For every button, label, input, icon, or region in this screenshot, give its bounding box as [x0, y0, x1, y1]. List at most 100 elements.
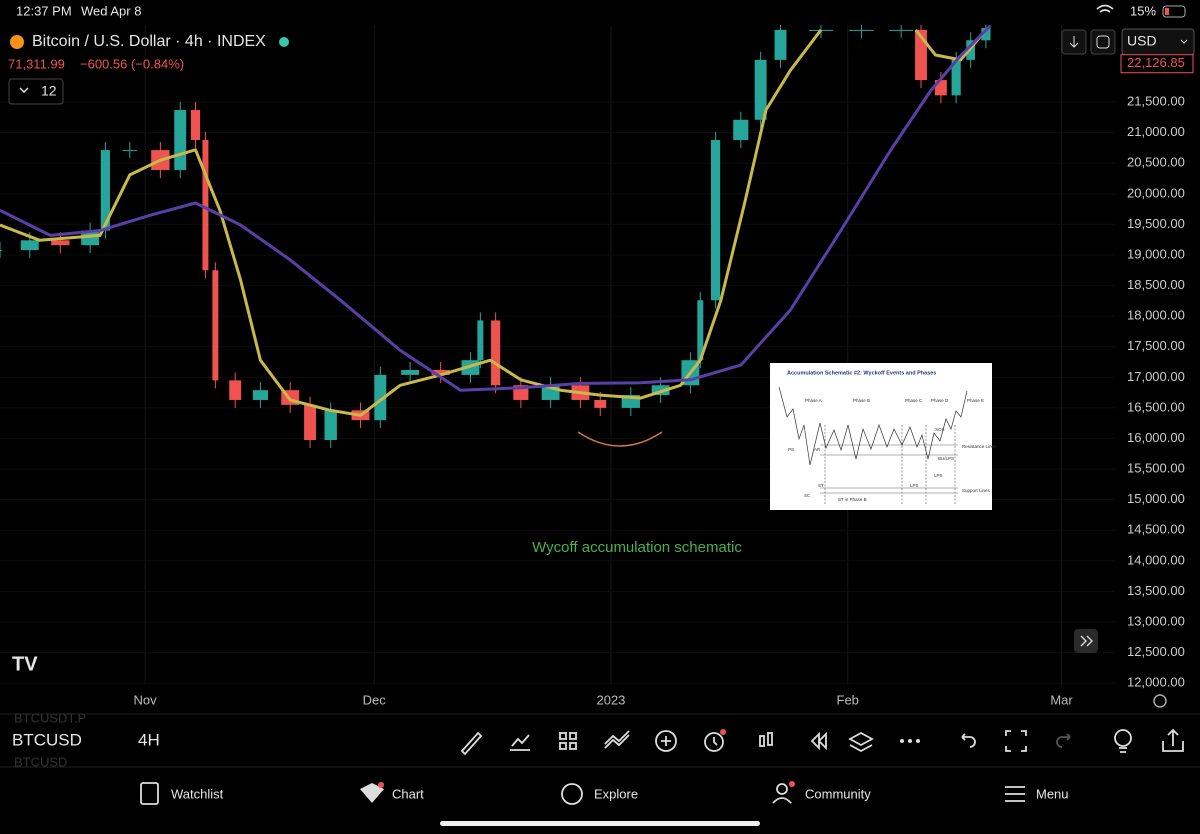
candle	[20, 240, 39, 251]
explore-icon	[561, 783, 583, 805]
x-tick-label: Mar	[1050, 692, 1073, 707]
home-indicator	[440, 821, 760, 826]
candle	[849, 29, 874, 31]
chart-type-tool[interactable]	[759, 732, 773, 747]
candle	[754, 59, 767, 120]
wyckoff-inset: Accumulation Schematic #2: Wyckoff Event…	[770, 363, 997, 510]
accumulation-arc	[577, 431, 663, 447]
event-label: SC	[804, 493, 811, 498]
symbol-title[interactable]: Bitcoin / U.S. Dollar · 4h · INDEX	[32, 33, 266, 50]
price-change: −600.56 (−0.84%)	[80, 56, 184, 71]
event-label: ST	[818, 483, 824, 488]
fullscreen-icon	[1096, 35, 1110, 49]
y-tick-label: 13,500.00	[1127, 583, 1185, 598]
phase-label: Phase A	[805, 398, 822, 403]
y-tick-label: 20,500.00	[1127, 155, 1185, 170]
ghost-symbol: BTCUSDT.P	[14, 710, 86, 725]
y-tick-label: 12,000.00	[1127, 675, 1185, 690]
schematic-path	[778, 386, 968, 466]
draw-tool[interactable]	[460, 731, 483, 756]
screenshot-tool[interactable]	[1005, 730, 1027, 752]
candle	[190, 110, 201, 140]
battery-level	[1165, 8, 1169, 15]
ghost-symbol: BTCUSD	[14, 754, 67, 769]
candle	[594, 399, 607, 408]
candle	[477, 320, 484, 361]
community-icon	[772, 783, 792, 804]
redo-tool[interactable]	[1056, 733, 1071, 748]
indicator-toggle[interactable]	[8, 78, 64, 105]
candle	[202, 139, 209, 271]
event-label: SOS	[935, 427, 945, 432]
undo-tool[interactable]	[961, 733, 976, 748]
fullscreen-button[interactable]	[1090, 29, 1116, 55]
candle	[304, 404, 317, 441]
phase-label: Phase D	[931, 398, 949, 403]
candle	[431, 369, 450, 375]
tab[interactable]: Chart	[392, 786, 424, 801]
candle	[401, 369, 420, 375]
btc-icon	[10, 35, 24, 49]
tool-icons	[460, 728, 1184, 756]
y-tick-label: 14,500.00	[1127, 522, 1185, 537]
compare-tool[interactable]	[604, 730, 630, 749]
y-tick-label: 17,500.00	[1127, 338, 1185, 353]
phase-label: Phase E	[967, 398, 984, 403]
settings-icon[interactable]	[1153, 694, 1167, 708]
replay-tool[interactable]	[810, 731, 827, 751]
candle	[711, 139, 721, 301]
alert-dot	[720, 729, 726, 735]
phase-label: Phase C	[905, 398, 923, 403]
candle	[100, 150, 110, 231]
event-label: BU/LPS	[938, 456, 954, 461]
market-status	[279, 37, 289, 47]
tab[interactable]: Menu	[1036, 786, 1069, 801]
series-group	[0, 25, 992, 449]
battery-icon	[1162, 5, 1186, 18]
candle	[252, 390, 268, 400]
y-tick-label: 14,000.00	[1127, 552, 1185, 567]
candle	[374, 374, 387, 421]
toolbar-symbol[interactable]: BTCUSD	[12, 730, 82, 749]
y-tick-label: 20,000.00	[1127, 185, 1185, 200]
ideas-tool[interactable]	[1114, 729, 1132, 753]
event-label: LPS	[934, 473, 943, 478]
x-tick-label: Nov	[134, 692, 158, 707]
tab[interactable]: Explore	[594, 786, 638, 801]
candle	[212, 270, 219, 381]
wifi-icon	[1096, 4, 1114, 13]
add-tool[interactable]	[655, 730, 677, 752]
annotation: Wycoff accumulation schematic	[532, 539, 742, 556]
more-tool[interactable]	[900, 739, 920, 743]
layers-tool[interactable]	[848, 731, 874, 753]
phase-dividers	[824, 425, 956, 505]
event-label: LPS	[910, 483, 919, 488]
layout-tool[interactable]	[559, 732, 577, 750]
chevron	[1180, 39, 1188, 44]
y-tick-label: 19,000.00	[1127, 246, 1185, 261]
alert-tool[interactable]	[704, 732, 724, 752]
status-time: 12:37 PM	[16, 3, 72, 18]
community-dot	[789, 781, 795, 787]
inset-title: Accumulation Schematic #2: Wyckoff Event…	[787, 370, 936, 376]
line-label: Resistance Lines	[962, 444, 997, 449]
range-lines	[820, 444, 958, 494]
candle	[889, 29, 914, 31]
candle	[915, 29, 927, 81]
moving-average	[0, 25, 992, 392]
candle	[122, 150, 138, 152]
phase-label: Phase B	[853, 398, 870, 403]
tab[interactable]: Watchlist	[171, 786, 224, 801]
tab[interactable]: Community	[805, 786, 871, 801]
moving-average	[0, 28, 823, 417]
toolbar-interval[interactable]: 4H	[138, 730, 160, 749]
indicator-tool[interactable]	[510, 734, 530, 751]
menu-icon	[1005, 786, 1025, 802]
y-tick-label: 19,500.00	[1127, 216, 1185, 231]
y-tick-label: 12,500.00	[1127, 644, 1185, 659]
share-tool[interactable]	[1162, 728, 1184, 752]
x-tick-label: Dec	[363, 692, 387, 707]
y-tick-label: 13,000.00	[1127, 613, 1185, 628]
y-tick-label: 18,500.00	[1127, 277, 1185, 292]
